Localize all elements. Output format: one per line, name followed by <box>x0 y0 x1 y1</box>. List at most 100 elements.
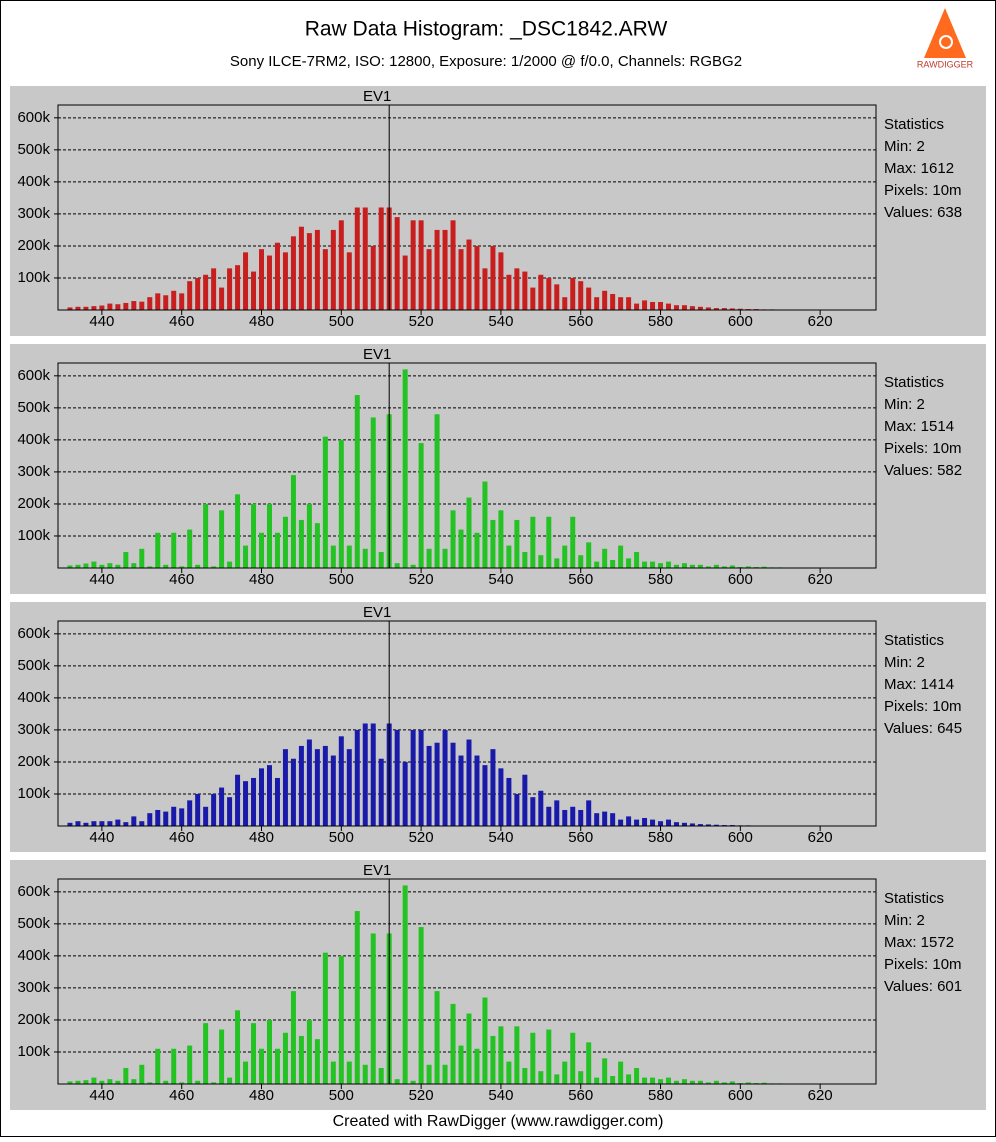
bar <box>411 220 416 310</box>
bar <box>506 546 511 568</box>
y-tick-label: 500k <box>17 399 50 416</box>
bar <box>610 294 615 310</box>
bar <box>291 475 296 568</box>
bar <box>187 281 192 310</box>
y-tick-label: 300k <box>17 463 50 480</box>
bar <box>259 533 264 568</box>
bar <box>474 533 479 568</box>
bar <box>211 268 216 310</box>
bar <box>171 807 176 826</box>
y-tick-label: 300k <box>17 979 50 996</box>
bar <box>674 822 679 826</box>
statistics-line: Max: 1572 <box>884 934 954 951</box>
bar <box>419 443 424 568</box>
bar <box>331 1062 336 1084</box>
x-tick-label: 520 <box>409 829 434 846</box>
bar <box>395 563 400 568</box>
bar <box>586 542 591 568</box>
bar <box>506 275 511 310</box>
statistics-line: Pixels: 10m <box>884 440 962 457</box>
x-tick-label: 560 <box>568 829 593 846</box>
bar <box>682 563 687 568</box>
bar <box>451 743 456 826</box>
bar <box>363 208 368 311</box>
bar <box>459 756 464 826</box>
y-tick-label: 100k <box>17 1043 50 1060</box>
bar <box>107 821 112 826</box>
bar <box>307 233 312 310</box>
bar <box>131 563 136 568</box>
x-tick-label: 600 <box>728 1087 753 1104</box>
bar <box>482 482 487 568</box>
bar <box>474 756 479 826</box>
bar <box>235 494 240 568</box>
bar <box>634 304 639 310</box>
bar <box>347 1062 352 1084</box>
bar <box>451 220 456 310</box>
x-tick-label: 540 <box>488 313 513 330</box>
x-tick-label: 580 <box>648 1087 673 1104</box>
bar <box>411 730 416 826</box>
bar <box>371 417 376 568</box>
y-tick-label: 300k <box>17 205 50 222</box>
statistics-line: Values: 601 <box>884 978 962 995</box>
bar <box>634 820 639 826</box>
bar <box>299 520 304 568</box>
x-tick-label: 440 <box>89 313 114 330</box>
y-tick-label: 200k <box>17 237 50 254</box>
bar <box>347 252 352 310</box>
bar <box>267 1020 272 1084</box>
bar <box>650 820 655 826</box>
bar <box>666 1078 671 1084</box>
statistics-line: Min: 2 <box>884 138 925 155</box>
bar <box>658 1079 663 1084</box>
bar <box>243 546 248 568</box>
bar <box>171 533 176 568</box>
bar <box>514 1026 519 1084</box>
bar <box>75 821 80 826</box>
bar <box>251 778 256 826</box>
x-tick-label: 480 <box>249 829 274 846</box>
bar <box>339 956 344 1084</box>
bar <box>219 1030 224 1084</box>
bar <box>307 504 312 568</box>
bar <box>530 797 535 826</box>
bar <box>594 813 599 826</box>
x-tick-label: 600 <box>728 313 753 330</box>
bar <box>427 746 432 826</box>
bar <box>459 530 464 568</box>
bar <box>666 820 671 826</box>
bar <box>602 1058 607 1084</box>
bar <box>307 1020 312 1084</box>
bar <box>570 278 575 310</box>
bar <box>546 1030 551 1084</box>
statistics-line: Pixels: 10m <box>884 182 962 199</box>
bar <box>147 297 152 310</box>
bar <box>171 291 176 310</box>
bar <box>315 1039 320 1084</box>
bar <box>562 297 567 310</box>
bar <box>203 275 208 310</box>
y-tick-label: 400k <box>17 173 50 190</box>
bar <box>618 297 623 310</box>
bar <box>83 1080 88 1084</box>
x-tick-label: 620 <box>808 829 833 846</box>
y-tick-label: 300k <box>17 721 50 738</box>
bar <box>251 272 256 310</box>
bar <box>530 288 535 310</box>
y-tick-label: 200k <box>17 1011 50 1028</box>
bar <box>538 1071 543 1084</box>
bar <box>427 549 432 568</box>
x-tick-label: 440 <box>89 1087 114 1104</box>
bar <box>291 759 296 826</box>
bar <box>474 1049 479 1084</box>
bar <box>490 246 495 310</box>
bar <box>634 552 639 568</box>
statistics-line: Statistics <box>884 374 944 391</box>
bar <box>618 1062 623 1084</box>
bar <box>554 284 559 310</box>
bar <box>610 560 615 568</box>
bar <box>403 256 408 310</box>
bar <box>650 302 655 310</box>
bar <box>227 562 232 568</box>
